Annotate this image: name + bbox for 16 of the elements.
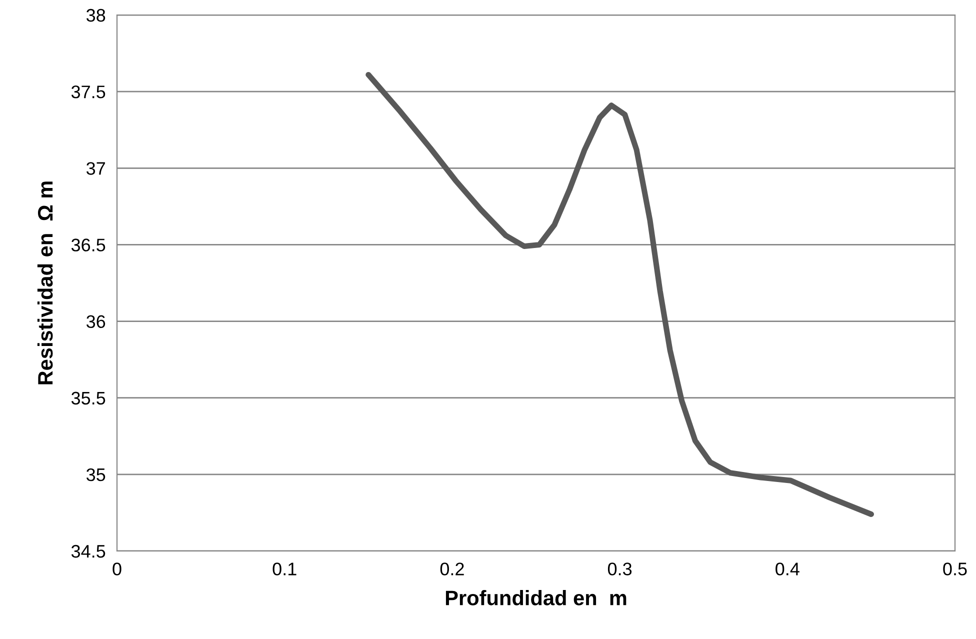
y-tick-label: 35.5 — [71, 392, 106, 405]
y-tick-label: 37.5 — [71, 86, 106, 98]
x-tick-label: 0.5 — [943, 562, 967, 576]
y-tick-label: 36 — [86, 315, 106, 328]
y-tick-label: 35 — [86, 468, 106, 482]
x-axis-title: Profundidad en m — [446, 590, 626, 606]
x-tick-label: 0.4 — [776, 562, 800, 576]
y-tick-label: 38 — [86, 8, 106, 22]
x-tick-label: 0.1 — [272, 562, 296, 576]
x-tick-label: 0.2 — [440, 562, 464, 576]
y-axis-title: Resistividad en Ω m — [37, 182, 53, 384]
y-tick-label: 36.5 — [71, 238, 106, 252]
x-tick-label: 0.3 — [608, 562, 632, 576]
y-tick-label: 34.5 — [71, 544, 106, 558]
x-tick-label: 0 — [112, 562, 122, 576]
y-tick-label: 37 — [86, 162, 105, 175]
